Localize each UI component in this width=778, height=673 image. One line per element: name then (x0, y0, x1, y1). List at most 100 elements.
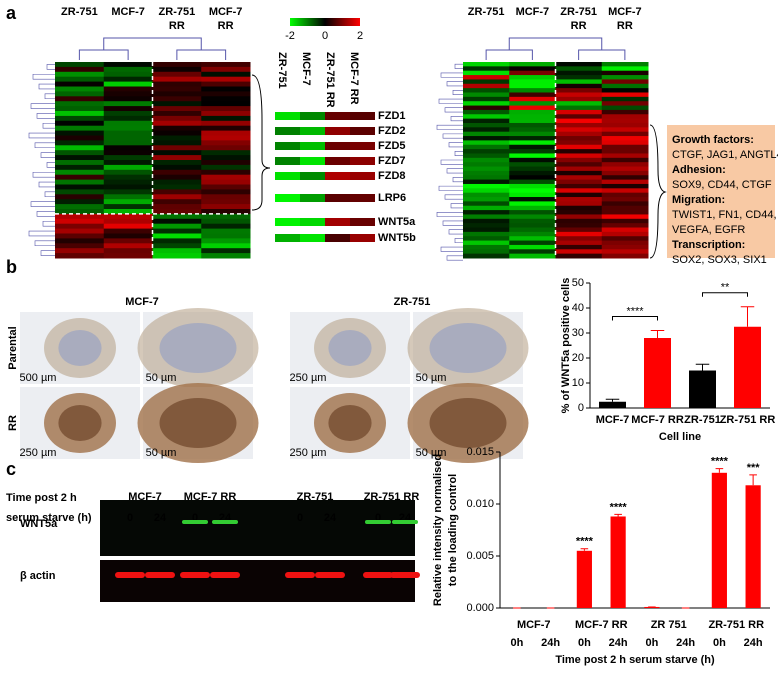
heatmap-cell (509, 131, 556, 137)
heatmap-cell (463, 75, 510, 80)
heatmap-cell (201, 204, 251, 210)
column-header: ZR-751 (276, 52, 288, 89)
gene-cell (325, 234, 350, 242)
heatmap-cell (555, 253, 603, 259)
heatmap-cell (201, 213, 251, 220)
gene-cell (350, 194, 375, 202)
heatmap-cell (103, 199, 153, 205)
heatmap-cell (463, 109, 510, 115)
heatmap-cell (601, 92, 649, 98)
heatmap-cell (152, 120, 202, 127)
x-tick-label: 0h (510, 637, 523, 649)
heatmap-cell (555, 179, 603, 185)
bar (644, 606, 660, 608)
significance: ** (721, 282, 730, 294)
cell-line-title: MCF-7 (125, 296, 159, 308)
heatmap-cell (201, 209, 251, 215)
gene-cell (275, 234, 300, 242)
heatmap-cell (463, 179, 510, 185)
heatmap-cell (152, 115, 202, 122)
tissue (159, 323, 237, 373)
heatmap-cell (463, 170, 510, 176)
heatmap-cell (601, 127, 649, 133)
gene-label: WNT5a (378, 216, 416, 228)
heatmap-cell (555, 166, 603, 172)
x-tick-label: 24h (541, 637, 560, 649)
heatmap-cell (601, 118, 649, 124)
error-bar (740, 306, 755, 327)
heatmap-cell (103, 106, 153, 112)
significance: **** (711, 456, 729, 468)
heatmap-cell (103, 204, 153, 210)
heatmap-cell (103, 228, 153, 234)
band (182, 520, 208, 524)
heatmap-cell (601, 153, 649, 159)
heatmap-cell (463, 140, 510, 146)
heatmap-cell (103, 155, 153, 161)
heatmap-cell (509, 240, 556, 246)
heatmap-cell (509, 166, 556, 172)
group-label: ZR-751 RR (708, 619, 764, 631)
colorbar-tick: 0 (322, 30, 328, 42)
dendrogram (485, 37, 626, 60)
x-tick-label: ZR-751 (684, 414, 721, 426)
heatmap-cell (601, 223, 649, 229)
heatmap-cell (463, 153, 510, 159)
heatmap-cell (55, 81, 105, 87)
gene-label: FZD1 (378, 110, 406, 122)
tissue (328, 330, 372, 366)
heatmap-cell (463, 144, 510, 150)
lane-time: 0 (375, 512, 381, 524)
heatmap-cell (601, 253, 649, 259)
brace (251, 74, 271, 211)
heatmap-cell (55, 91, 105, 97)
heatmap-cell (509, 127, 556, 133)
heatmap-cell (463, 88, 510, 93)
scale-bar: 50 µm (146, 447, 177, 459)
box-text: VEGFA, EGFR (672, 224, 745, 236)
heatmap-cell (201, 238, 251, 244)
heatmap-cell (152, 223, 202, 230)
heatmap-cell (201, 248, 251, 254)
heatmap-cell (555, 183, 603, 189)
heatmap-cell (555, 140, 603, 146)
heatmap-cell (463, 162, 510, 168)
heatmap-cell (201, 160, 251, 166)
heatmap-cell (555, 122, 603, 128)
heatmap-cell (152, 209, 202, 215)
heatmap-cell (55, 213, 105, 220)
summary-box (667, 125, 775, 258)
group-label: MCF-7 (517, 619, 551, 631)
gene-cell (275, 127, 300, 135)
scale-bar: 50 µm (146, 372, 177, 384)
heatmap-cell (55, 155, 105, 161)
heatmap-cell (152, 76, 202, 83)
lane-time: 0 (297, 512, 303, 524)
heatmap-cell (509, 114, 556, 120)
heatmap-cell (601, 109, 649, 115)
heatmap-cell (601, 101, 649, 107)
box-text: SOX9, CD44, CTGF (672, 179, 772, 191)
heatmap-cell (201, 184, 251, 190)
heatmap-cell (555, 249, 603, 255)
blot-header: serum starve (h) (6, 512, 92, 524)
heatmap-cell (555, 223, 603, 229)
box-heading: Adhesion: (672, 164, 726, 176)
heatmap-cell (55, 209, 105, 215)
heatmap-cell (509, 75, 556, 80)
heatmap-cell (601, 136, 649, 141)
heatmap-cell (509, 197, 556, 202)
column-header: RR (617, 20, 633, 32)
column-header: ZR-751 RR (324, 52, 336, 108)
y-tick-label: 0.005 (466, 550, 494, 562)
heatmap-cell (201, 135, 251, 141)
group-label: ZR 751 (651, 619, 687, 631)
heatmap-cell (55, 253, 105, 259)
heatmap-cell (463, 214, 510, 220)
heatmap-cell (463, 62, 510, 67)
heatmap-cell (201, 194, 251, 200)
heatmap-cell (152, 194, 202, 200)
gene-label: LRP6 (378, 192, 406, 204)
heatmap-cell (601, 79, 649, 85)
row-label: RR (7, 415, 19, 431)
